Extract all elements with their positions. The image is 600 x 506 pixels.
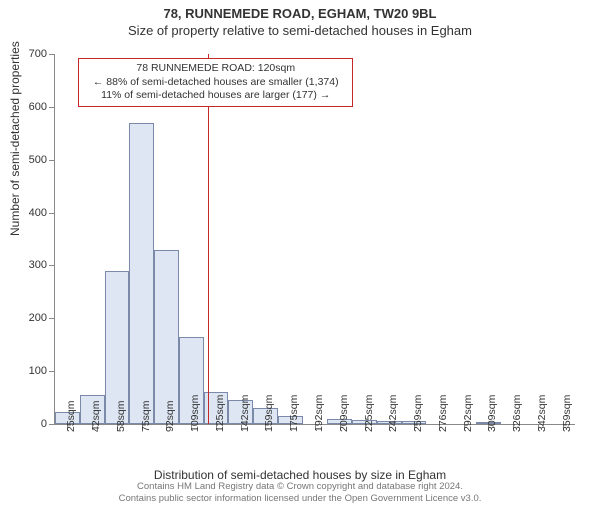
y-tick-label: 100 (29, 365, 47, 377)
y-tick-label: 500 (29, 154, 47, 166)
chart-subtitle: Size of property relative to semi-detach… (0, 23, 600, 38)
x-tick-label: 292sqm (462, 395, 474, 432)
x-tick-label: 109sqm (189, 395, 201, 432)
histogram-bar (129, 123, 154, 424)
x-tick-label: 309sqm (486, 395, 498, 432)
reference-line (208, 54, 209, 424)
x-tick-label: 326sqm (511, 395, 523, 432)
x-tick-label: 242sqm (387, 395, 399, 432)
y-tick-label: 0 (41, 418, 47, 430)
y-tick (49, 265, 55, 266)
y-tick (49, 54, 55, 55)
y-tick-label: 700 (29, 48, 47, 60)
x-tick-label: 75sqm (140, 400, 152, 432)
y-tick (49, 371, 55, 372)
info-box-line-1: 78 RUNNEMEDE ROAD: 120sqm (85, 62, 346, 76)
footer-line-2: Contains public sector information licen… (0, 493, 600, 504)
x-tick-label: 125sqm (214, 395, 226, 432)
info-box-line-2: ← 88% of semi-detached houses are smalle… (85, 76, 346, 90)
y-tick-label: 200 (29, 312, 47, 324)
y-tick-label: 300 (29, 259, 47, 271)
y-tick-label: 400 (29, 207, 47, 219)
x-tick-label: 92sqm (164, 400, 176, 432)
x-tick-label: 276sqm (437, 395, 449, 432)
histogram-bar (154, 250, 179, 424)
y-tick (49, 107, 55, 108)
x-tick-label: 42sqm (90, 400, 102, 432)
x-tick-label: 192sqm (313, 395, 325, 432)
footer-line-1: Contains HM Land Registry data © Crown c… (0, 481, 600, 492)
footer-attribution: Contains HM Land Registry data © Crown c… (0, 481, 600, 504)
y-axis-label: Number of semi-detached properties (8, 41, 22, 236)
info-box: 78 RUNNEMEDE ROAD: 120sqm← 88% of semi-d… (78, 58, 353, 107)
x-tick-label: 259sqm (412, 395, 424, 432)
x-tick-label: 58sqm (115, 400, 127, 432)
y-tick (49, 160, 55, 161)
histogram-chart: 010020030040050060070025sqm42sqm58sqm75s… (54, 54, 575, 425)
x-tick-label: 209sqm (338, 395, 350, 432)
x-tick-label: 25sqm (65, 400, 77, 432)
y-tick-label: 600 (29, 101, 47, 113)
x-tick-label: 159sqm (263, 395, 275, 432)
x-axis-label: Distribution of semi-detached houses by … (0, 468, 600, 482)
x-tick-label: 342sqm (536, 395, 548, 432)
x-tick-label: 142sqm (239, 395, 251, 432)
x-tick-label: 175sqm (288, 395, 300, 432)
y-tick (49, 213, 55, 214)
y-tick (49, 318, 55, 319)
x-tick-label: 359sqm (561, 395, 573, 432)
page-title: 78, RUNNEMEDE ROAD, EGHAM, TW20 9BL (0, 6, 600, 21)
info-box-line-3: 11% of semi-detached houses are larger (… (85, 89, 346, 103)
y-tick (49, 424, 55, 425)
x-tick-label: 225sqm (363, 395, 375, 432)
